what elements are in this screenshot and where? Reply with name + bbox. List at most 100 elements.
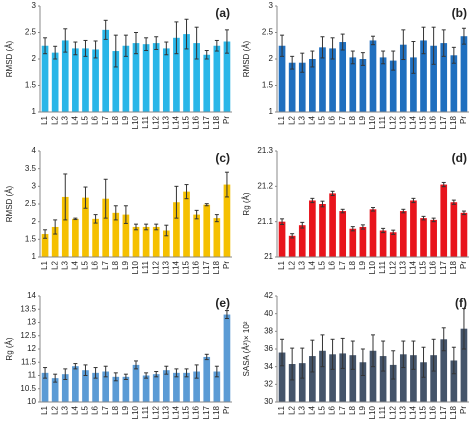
x-tick-label: L17 xyxy=(202,260,211,274)
x-tick-label: L7 xyxy=(101,115,110,124)
x-tick-label: L11 xyxy=(141,405,150,418)
bar xyxy=(420,362,427,402)
x-tick-label: L18 xyxy=(449,260,458,274)
y-tick-label: 40 xyxy=(264,309,273,318)
bar xyxy=(61,196,69,257)
bar xyxy=(173,37,180,112)
y-tick-label: 21.1 xyxy=(257,217,273,226)
bar xyxy=(298,225,306,257)
bar xyxy=(203,356,211,402)
y-axis-label: SASA (Å²)× 10² xyxy=(242,321,251,376)
y-axis-label: Rg (Å) xyxy=(5,337,14,360)
x-tick-label: L18 xyxy=(212,405,221,419)
bar xyxy=(213,45,221,112)
bar xyxy=(359,59,367,112)
x-tick-label: L2 xyxy=(50,260,59,269)
bar xyxy=(112,212,120,257)
x-tick-label: Pr xyxy=(222,116,231,124)
x-tick-label: L13 xyxy=(398,260,407,274)
x-tick-label: L5 xyxy=(81,115,90,124)
bar xyxy=(173,202,180,257)
bar xyxy=(349,355,357,402)
bar xyxy=(41,234,49,257)
bar xyxy=(132,226,140,257)
bar xyxy=(339,42,347,112)
y-tick-label: 36 xyxy=(264,344,273,353)
x-tick-label: L14 xyxy=(172,405,181,419)
bar xyxy=(298,62,306,112)
bar xyxy=(183,372,190,402)
y-tick-label: 13.5 xyxy=(20,304,36,313)
x-tick-label: L3 xyxy=(297,260,306,269)
y-tick-label: 1 xyxy=(32,252,37,261)
x-tick-label: L8 xyxy=(348,115,357,124)
x-tick-label: L10 xyxy=(131,260,140,274)
y-tick-label: 12 xyxy=(27,344,36,353)
bar xyxy=(72,48,79,112)
bar xyxy=(112,376,120,402)
x-tick-label: L15 xyxy=(182,115,191,129)
bar xyxy=(82,48,89,112)
y-axis-label: RMSD (Å) xyxy=(5,40,14,77)
bar xyxy=(223,184,231,257)
bar xyxy=(152,43,160,112)
bar xyxy=(82,197,89,257)
x-tick-label: Pr xyxy=(459,261,468,269)
x-tick-label: L16 xyxy=(192,260,201,274)
x-tick-label: L14 xyxy=(409,405,418,419)
x-tick-label: L15 xyxy=(419,115,428,129)
x-tick-label: L11 xyxy=(378,405,387,418)
bar xyxy=(213,218,221,257)
bar xyxy=(142,44,150,112)
bar xyxy=(152,374,160,402)
y-axis-label: Rg (Å) xyxy=(242,192,251,215)
bar xyxy=(430,219,437,257)
panel-label: (b) xyxy=(452,6,467,20)
x-tick-label: L12 xyxy=(151,115,160,129)
bar xyxy=(132,364,140,402)
x-tick-label: L2 xyxy=(287,405,296,414)
panel-label: (a) xyxy=(215,6,230,20)
x-tick-label: L1 xyxy=(40,405,49,414)
bar xyxy=(142,375,150,402)
y-tick-label: 21 xyxy=(264,252,273,261)
bar xyxy=(339,211,347,257)
x-tick-label: L9 xyxy=(358,260,367,269)
bar xyxy=(162,370,170,402)
x-tick-label: L14 xyxy=(409,115,418,129)
bar xyxy=(450,55,458,112)
bar xyxy=(369,40,377,113)
bar xyxy=(440,43,448,112)
y-tick-label: 42 xyxy=(264,291,273,300)
y-tick-label: 38 xyxy=(264,326,273,335)
x-tick-label: L18 xyxy=(449,405,458,419)
x-tick-label: L6 xyxy=(91,405,100,414)
bar xyxy=(92,49,99,112)
y-tick-label: 1.5 xyxy=(262,81,274,90)
x-tick-label: Pr xyxy=(222,261,231,269)
x-tick-label: L16 xyxy=(429,115,438,129)
bar xyxy=(173,372,180,402)
x-tick-label: L13 xyxy=(161,115,170,129)
x-tick-label: L2 xyxy=(50,115,59,124)
bar xyxy=(288,235,296,257)
y-tick-label: 3 xyxy=(269,1,274,10)
y-tick-label: 1 xyxy=(269,107,274,116)
x-tick-label: L13 xyxy=(161,260,170,274)
bar xyxy=(319,204,326,257)
x-tick-label: L11 xyxy=(378,115,387,128)
bar xyxy=(193,214,200,257)
x-tick-label: L6 xyxy=(91,260,100,269)
bar xyxy=(450,360,458,402)
bar xyxy=(369,350,377,402)
bar xyxy=(329,193,336,257)
x-tick-label: L7 xyxy=(338,405,347,414)
bar xyxy=(183,191,190,257)
bar xyxy=(369,209,377,257)
x-tick-label: L10 xyxy=(368,115,377,129)
x-tick-label: L18 xyxy=(212,260,221,274)
bar xyxy=(329,48,336,112)
x-tick-label: L13 xyxy=(398,405,407,419)
